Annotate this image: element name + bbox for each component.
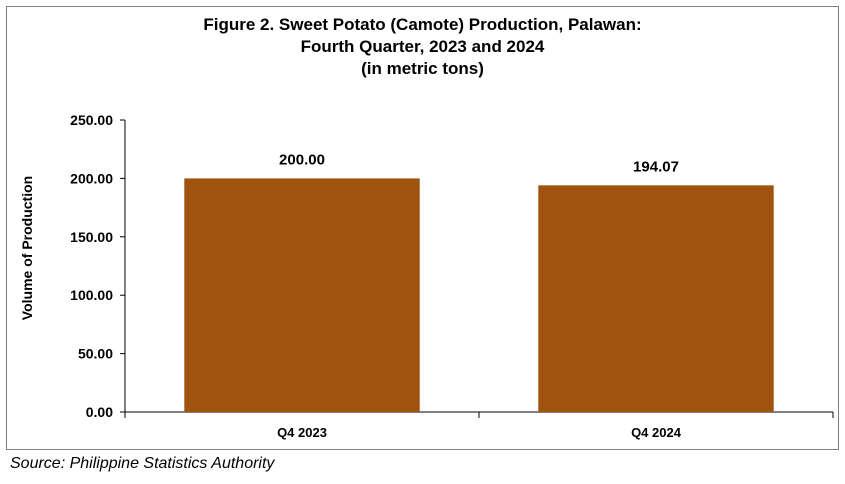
x-tick-label: Q4 2024: [631, 425, 682, 440]
y-tick-label: 50.00: [78, 346, 113, 362]
chart-title-line-2: Fourth Quarter, 2023 and 2024: [300, 37, 545, 56]
bar-value-label: 194.07: [633, 158, 679, 175]
bar: [184, 178, 420, 412]
bar-value-label: 200.00: [279, 151, 325, 168]
y-axis: 0.00 50.00 100.00 150.00 200.00 250.00: [70, 112, 126, 420]
bars: 200.00 194.07: [184, 151, 774, 412]
x-axis: Q4 2023 Q4 2024: [124, 411, 834, 440]
y-tick-label: 100.00: [70, 287, 113, 303]
chart-title-line-1: Figure 2. Sweet Potato (Camote) Producti…: [203, 15, 642, 34]
y-tick-label: 200.00: [70, 170, 113, 186]
source-note: Source: Philippine Statistics Authority: [10, 455, 275, 472]
chart-title: Figure 2. Sweet Potato (Camote) Producti…: [0, 14, 845, 80]
bar: [538, 185, 774, 412]
chart-title-line-3: (in metric tons): [361, 59, 484, 78]
y-tick-label: 250.00: [70, 112, 113, 128]
y-tick-label: 0.00: [86, 404, 113, 420]
y-axis-title: Volume of Production: [19, 176, 35, 320]
x-tick-label: Q4 2023: [277, 425, 327, 440]
y-tick-label: 150.00: [70, 229, 113, 245]
